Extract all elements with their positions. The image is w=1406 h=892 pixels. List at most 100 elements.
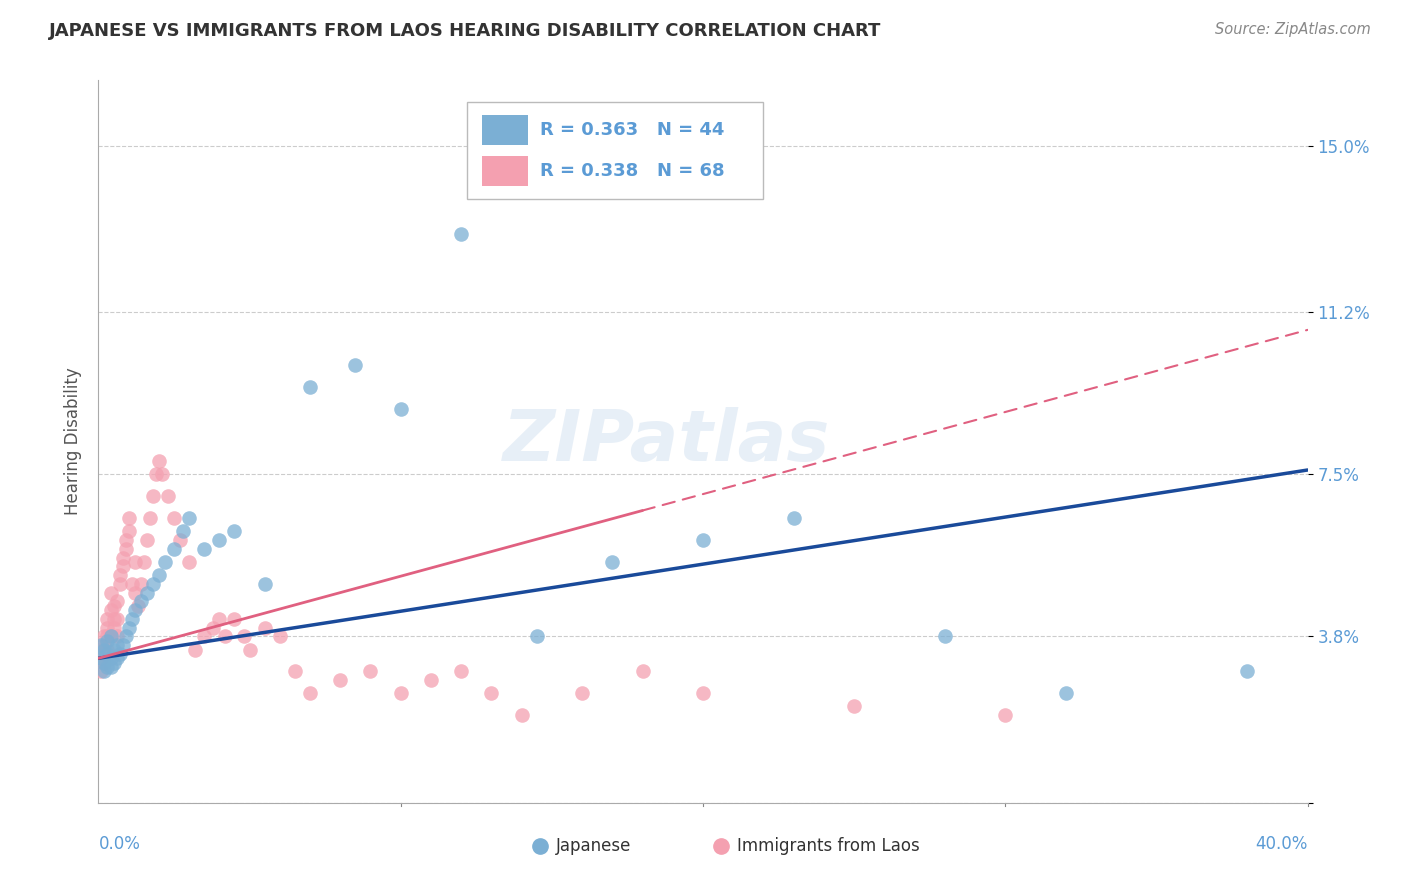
Point	[103, 642, 125, 657]
Point	[129, 594, 152, 608]
Point	[100, 629, 122, 643]
Y-axis label: Hearing Disability: Hearing Disability	[63, 368, 82, 516]
Point	[118, 511, 141, 525]
Point	[153, 555, 176, 569]
Point	[1236, 665, 1258, 679]
Point	[90, 638, 112, 652]
Point	[510, 708, 533, 723]
Point	[121, 577, 143, 591]
Point	[360, 665, 382, 679]
Point	[111, 638, 134, 652]
Point	[139, 511, 162, 525]
Text: R = 0.338   N = 68: R = 0.338 N = 68	[540, 162, 724, 180]
Point	[96, 647, 118, 661]
Point	[193, 541, 215, 556]
Point	[135, 533, 157, 547]
Point	[526, 629, 548, 643]
Point	[108, 647, 131, 661]
Point	[224, 612, 246, 626]
Text: 0.0%: 0.0%	[98, 835, 141, 854]
Point	[96, 621, 118, 635]
Point	[105, 612, 128, 626]
Text: R = 0.363   N = 44: R = 0.363 N = 44	[540, 121, 724, 139]
Point	[1054, 686, 1077, 700]
Point	[172, 524, 194, 539]
Bar	[482, 156, 527, 186]
Point	[100, 603, 122, 617]
Point	[692, 533, 714, 547]
Point	[214, 629, 236, 643]
Point	[114, 541, 136, 556]
Point	[208, 612, 231, 626]
Point	[93, 665, 115, 679]
Point	[571, 686, 593, 700]
Text: Immigrants from Laos: Immigrants from Laos	[737, 838, 920, 855]
Point	[93, 642, 115, 657]
Point	[253, 577, 276, 591]
Point	[90, 642, 112, 657]
Point	[135, 585, 157, 599]
Point	[224, 524, 246, 539]
Point	[420, 673, 443, 688]
Point	[103, 656, 125, 670]
Point	[100, 651, 122, 665]
Text: ZIPatlas: ZIPatlas	[503, 407, 831, 476]
Point	[100, 629, 122, 643]
Point	[844, 699, 866, 714]
Point	[108, 568, 131, 582]
Point	[239, 642, 262, 657]
Text: 40.0%: 40.0%	[1256, 835, 1308, 854]
Point	[105, 594, 128, 608]
Point	[90, 665, 112, 679]
FancyBboxPatch shape	[467, 102, 763, 200]
Point	[163, 541, 186, 556]
Bar	[482, 115, 527, 145]
Point	[148, 454, 170, 468]
Point	[299, 380, 322, 394]
Point	[127, 599, 149, 613]
Point	[163, 511, 186, 525]
Point	[100, 585, 122, 599]
Point	[783, 511, 806, 525]
Point	[145, 467, 167, 482]
Point	[148, 568, 170, 582]
Point	[602, 555, 624, 569]
Point	[96, 642, 118, 657]
Text: Source: ZipAtlas.com: Source: ZipAtlas.com	[1215, 22, 1371, 37]
Point	[111, 550, 134, 565]
Point	[96, 612, 118, 626]
Point	[631, 665, 654, 679]
Point	[284, 665, 307, 679]
Point	[121, 612, 143, 626]
Point	[93, 656, 115, 670]
Point	[93, 629, 115, 643]
Point	[450, 665, 472, 679]
Point	[150, 467, 173, 482]
Point	[184, 642, 207, 657]
Point	[100, 660, 122, 674]
Point	[108, 577, 131, 591]
Point	[124, 603, 146, 617]
Point	[124, 585, 146, 599]
Point	[232, 629, 254, 643]
Point	[96, 660, 118, 674]
Point	[103, 621, 125, 635]
Point	[202, 621, 225, 635]
Point	[142, 489, 165, 503]
Point	[193, 629, 215, 643]
Point	[105, 638, 128, 652]
Point	[96, 633, 118, 648]
Point	[208, 533, 231, 547]
Point	[114, 629, 136, 643]
Point	[389, 686, 412, 700]
Point	[994, 708, 1017, 723]
Point	[118, 621, 141, 635]
Point	[179, 555, 201, 569]
Point	[103, 612, 125, 626]
Point	[156, 489, 179, 503]
Point	[90, 651, 112, 665]
Point	[179, 511, 201, 525]
Point	[692, 686, 714, 700]
Point	[93, 638, 115, 652]
Point	[344, 358, 367, 372]
